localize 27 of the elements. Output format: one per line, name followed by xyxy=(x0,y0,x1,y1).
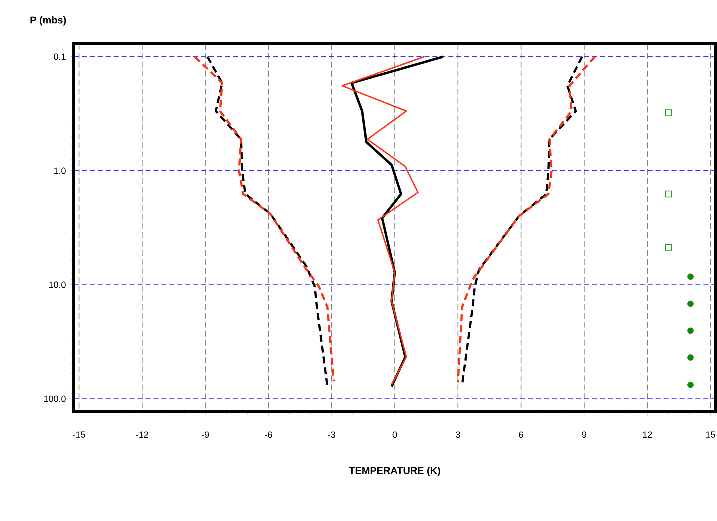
x-tick-label: -6 xyxy=(265,432,272,438)
point xyxy=(688,354,694,361)
x-tick-label: 9 xyxy=(582,432,587,438)
x-tick-label: 3 xyxy=(456,432,460,438)
x-tick-label: -15 xyxy=(73,432,86,438)
point xyxy=(665,110,672,116)
y-tick-label: 1.0 xyxy=(54,168,66,174)
point xyxy=(665,244,672,251)
line-series xyxy=(350,56,445,388)
y-axis-title: P (mbs) xyxy=(30,16,66,26)
x-tick-label: 0 xyxy=(392,432,398,438)
point xyxy=(688,328,694,334)
x-tick-label: 6 xyxy=(519,432,524,438)
point xyxy=(688,300,694,308)
y-tick-label: 10.0 xyxy=(49,282,66,288)
x-tick-label: -12 xyxy=(136,432,148,438)
x-tick-label: -3 xyxy=(328,432,336,438)
y-tick-label: 0.1 xyxy=(54,54,66,60)
x-tick-label: 15 xyxy=(706,432,716,438)
x-tick-label: 12 xyxy=(643,432,652,438)
point xyxy=(688,274,694,280)
x-axis-title: TEMPERATURE (K) xyxy=(349,467,440,476)
line-series xyxy=(342,56,426,386)
x-tick-label: -9 xyxy=(202,432,210,438)
y-tick-label: 100.0 xyxy=(44,396,66,402)
point xyxy=(665,190,672,198)
point xyxy=(688,382,694,388)
